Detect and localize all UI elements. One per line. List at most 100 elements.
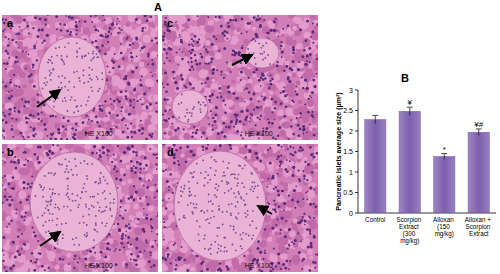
- islet-nucleus: [81, 55, 83, 57]
- acinar-cell: [130, 222, 134, 226]
- nucleus: [139, 198, 141, 200]
- nucleus: [19, 132, 22, 135]
- islet-nucleus: [90, 59, 92, 61]
- acinar-cell: [125, 41, 132, 48]
- acinar-cell: [12, 170, 17, 175]
- nucleus: [99, 108, 102, 111]
- acinar-cell: [121, 181, 126, 186]
- nucleus: [124, 209, 126, 211]
- acinar-cell: [118, 211, 123, 216]
- nucleus: [129, 44, 131, 46]
- nucleus: [55, 116, 57, 118]
- nucleus: [131, 145, 133, 147]
- islet-nucleus: [87, 81, 89, 83]
- nucleus: [95, 28, 98, 31]
- acinar-cell: [118, 81, 126, 89]
- acinar-cell: [113, 154, 120, 161]
- nucleus: [147, 63, 149, 65]
- acinar-cell: [152, 251, 158, 259]
- nucleus: [99, 125, 101, 127]
- nucleus: [66, 138, 68, 140]
- nucleus: [75, 123, 77, 125]
- acinar-cell: [33, 269, 38, 272]
- islet-nucleus: [88, 96, 90, 98]
- nucleus: [67, 120, 70, 123]
- nucleus: [68, 263, 70, 265]
- islet-nucleus: [63, 61, 65, 63]
- nucleus: [3, 112, 5, 114]
- nucleus: [101, 44, 104, 47]
- acinar-cell: [133, 203, 139, 209]
- nucleus: [75, 129, 77, 131]
- nucleus: [71, 127, 74, 130]
- nucleus: [4, 188, 6, 190]
- micrograph: [2, 15, 158, 140]
- nucleus: [140, 168, 142, 170]
- nucleus: [62, 125, 65, 128]
- islet-nucleus: [48, 59, 50, 61]
- acinar-cell: [125, 135, 132, 140]
- nucleus: [33, 135, 36, 138]
- nucleus: [60, 148, 62, 150]
- acinar-cell: [119, 65, 124, 70]
- acinar-cell: [143, 35, 151, 43]
- nucleus: [118, 65, 121, 68]
- acinar-cell: [61, 132, 67, 138]
- nucleus: [106, 236, 108, 238]
- islet-nucleus: [70, 99, 72, 101]
- islet-nucleus: [99, 88, 101, 90]
- nucleus: [41, 42, 43, 44]
- acinar-cell: [31, 62, 39, 70]
- acinar-cell: [2, 104, 5, 110]
- nucleus: [114, 53, 116, 55]
- nucleus: [145, 164, 148, 167]
- nucleus: [130, 169, 133, 172]
- nucleus: [156, 189, 158, 192]
- nucleus: [116, 114, 119, 117]
- nucleus: [116, 170, 118, 172]
- nucleus: [23, 164, 26, 167]
- nucleus: [139, 162, 142, 165]
- acinar-cell: [112, 90, 117, 95]
- acinar-cell: [148, 115, 152, 119]
- nucleus: [37, 93, 39, 95]
- nucleus: [151, 133, 153, 135]
- nucleus: [133, 99, 135, 101]
- acinar-cell: [139, 115, 145, 121]
- acinar-cell: [147, 220, 153, 226]
- islet-nucleus: [58, 76, 60, 78]
- acinar-cell: [23, 29, 30, 36]
- nucleus: [148, 179, 150, 181]
- acinar-cell: [128, 238, 136, 246]
- islet-nucleus: [102, 211, 104, 213]
- acinar-cell: [119, 212, 123, 216]
- nucleus: [135, 151, 138, 154]
- acinar-cell: [23, 107, 31, 115]
- islet-nucleus: [64, 77, 66, 79]
- nucleus: [109, 249, 111, 251]
- nucleus: [100, 251, 103, 254]
- islet-nucleus: [68, 81, 70, 83]
- nucleus: [48, 150, 51, 153]
- nucleus: [8, 183, 11, 186]
- nucleus: [120, 206, 122, 208]
- nucleus: [17, 61, 19, 63]
- nucleus: [26, 25, 29, 28]
- nucleus: [18, 253, 21, 256]
- nucleus: [54, 138, 57, 140]
- nucleus: [91, 41, 94, 44]
- nucleus: [37, 158, 39, 160]
- nucleus: [23, 152, 25, 154]
- nucleus: [128, 223, 130, 225]
- nucleus: [122, 58, 124, 60]
- nucleus: [37, 156, 39, 158]
- nucleus: [133, 88, 136, 91]
- nucleus: [127, 236, 130, 239]
- islet-nucleus: [90, 86, 92, 88]
- nucleus: [62, 117, 64, 119]
- nucleus: [113, 63, 115, 65]
- nucleus: [8, 57, 10, 59]
- acinar-cell: [51, 144, 59, 152]
- nucleus: [69, 33, 71, 35]
- nucleus: [99, 34, 101, 36]
